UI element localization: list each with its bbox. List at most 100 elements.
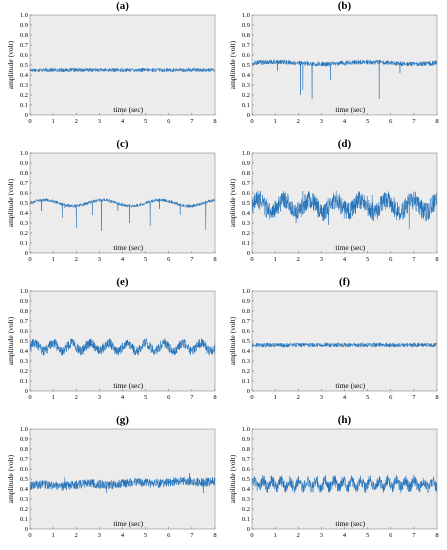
y-tick-label: 0.1 [242,240,250,247]
y-tick-label: 0.9 [20,298,28,305]
y-tick-label: 0.4 [20,210,29,217]
x-tick-label: 5 [366,118,369,125]
x-tick-label: 5 [366,532,369,539]
x-axis-label: time (sec) [113,519,143,528]
y-tick-label: 0.6 [242,328,251,335]
x-tick-label: 8 [435,532,438,539]
y-tick-label: 0.5 [242,476,250,483]
chart-panel-g: (g) 0 0.1 0.2 0.3 0.4 0.5 0.6 0.7 0.8 0.9 1.0 0 1 2 3 4 5… [6,414,217,539]
panel-label: (b) [338,0,352,12]
y-tick-label: 0.2 [242,506,250,513]
y-tick-label: 0 [25,112,28,119]
x-tick-label: 5 [366,394,369,401]
x-tick-label: 4 [121,532,125,539]
x-tick-label: 0 [28,256,31,263]
x-tick-label: 1 [52,256,55,263]
y-tick-label: 0 [247,112,250,119]
x-axis-label: time (sec) [335,105,365,114]
x-tick-label: 1 [274,118,277,125]
x-tick-label: 5 [144,118,147,125]
y-tick-label: 1.0 [20,288,28,295]
y-tick-label: 0.8 [20,446,28,453]
x-tick-label: 0 [28,394,31,401]
y-axis-label: amplitude (volt) [228,454,237,503]
y-tick-label: 0.4 [20,72,29,79]
chart-panel-d: (d) 0 0.1 0.2 0.3 0.4 0.5 0.6 0.7 0.8 0.9 1.0 0 1 2 3 4 5… [228,138,439,263]
x-tick-label: 7 [412,256,416,263]
y-tick-label: 0.8 [242,170,250,177]
y-tick-label: 0.7 [242,318,251,325]
y-tick-label: 0.5 [242,338,250,345]
x-tick-label: 0 [250,118,253,125]
x-tick-label: 3 [320,394,323,401]
plot-area [30,429,215,529]
y-tick-label: 0.2 [242,92,250,99]
x-tick-label: 6 [167,118,171,125]
x-tick-label: 0 [28,118,31,125]
y-tick-label: 0 [247,388,250,395]
y-tick-label: 1.0 [20,150,28,157]
y-tick-label: 0.3 [20,358,28,365]
y-tick-label: 0 [25,388,28,395]
y-tick-label: 0.4 [242,348,251,355]
y-tick-label: 0.9 [20,436,28,443]
x-tick-label: 1 [274,394,277,401]
y-axis-label: amplitude (volt) [6,40,15,89]
x-tick-label: 5 [144,256,147,263]
y-axis-label: amplitude (volt) [228,40,237,89]
x-axis-label: time (sec) [113,243,143,252]
x-tick-label: 8 [213,532,216,539]
y-tick-label: 0.7 [20,456,29,463]
y-tick-label: 0.2 [242,368,250,375]
x-tick-label: 1 [52,394,55,401]
y-tick-label: 0.7 [20,180,29,187]
x-tick-label: 6 [167,532,171,539]
y-tick-label: 0.8 [20,32,28,39]
y-tick-label: 0.4 [242,72,251,79]
y-tick-label: 1.0 [242,12,250,19]
y-tick-label: 0.9 [20,22,28,29]
y-tick-label: 0.1 [242,516,250,523]
x-tick-label: 7 [412,394,416,401]
y-tick-label: 0.6 [20,52,29,59]
y-tick-label: 0.8 [242,308,250,315]
y-tick-label: 1.0 [242,150,250,157]
y-tick-label: 0.7 [242,42,251,49]
x-tick-label: 2 [297,532,300,539]
y-axis-label: amplitude (volt) [228,316,237,365]
signal-trace [251,59,438,100]
x-tick-label: 3 [98,256,101,263]
x-tick-label: 7 [190,532,194,539]
x-tick-label: 6 [167,256,171,263]
y-tick-label: 0.7 [20,42,29,49]
y-tick-label: 0.8 [20,308,28,315]
chart-panel-c: (c) 0 0.1 0.2 0.3 0.4 0.5 0.6 0.7 0.8 0.9 1.0 0 1 2 3 4 5… [6,138,217,263]
chart-panel-a: (a) 0 0.1 0.2 0.3 0.4 0.5 0.6 0.7 0.8 0.9 1.0 0 1 2 3 4 5… [6,0,217,125]
panel-label: (e) [116,276,129,288]
x-tick-label: 8 [213,256,216,263]
y-tick-label: 0.6 [242,466,251,473]
x-tick-label: 4 [121,256,125,263]
y-tick-label: 0.3 [242,82,250,89]
y-tick-label: 0.3 [242,358,250,365]
y-tick-label: 1.0 [242,288,250,295]
y-axis-label: amplitude (volt) [228,178,237,227]
y-tick-label: 0.1 [20,240,28,247]
y-axis-label: amplitude (volt) [6,178,15,227]
x-tick-label: 4 [343,118,347,125]
x-tick-label: 0 [250,394,253,401]
x-tick-label: 8 [213,394,216,401]
x-tick-label: 8 [213,118,216,125]
y-axis-label: amplitude (volt) [6,454,15,503]
x-tick-label: 4 [343,394,347,401]
y-tick-label: 0 [25,526,28,533]
y-axis-label: amplitude (volt) [6,316,15,365]
y-tick-label: 0.4 [20,348,29,355]
signal-trace [29,197,216,232]
y-tick-label: 0.8 [242,446,250,453]
chart-panel-b: (b) 0 0.1 0.2 0.3 0.4 0.5 0.6 0.7 0.8 0.9 1.0 0 1 2 3 4 5… [228,0,439,125]
x-tick-label: 7 [190,118,194,125]
y-tick-label: 0.4 [242,486,251,493]
x-tick-label: 3 [98,394,101,401]
x-tick-label: 6 [389,394,393,401]
